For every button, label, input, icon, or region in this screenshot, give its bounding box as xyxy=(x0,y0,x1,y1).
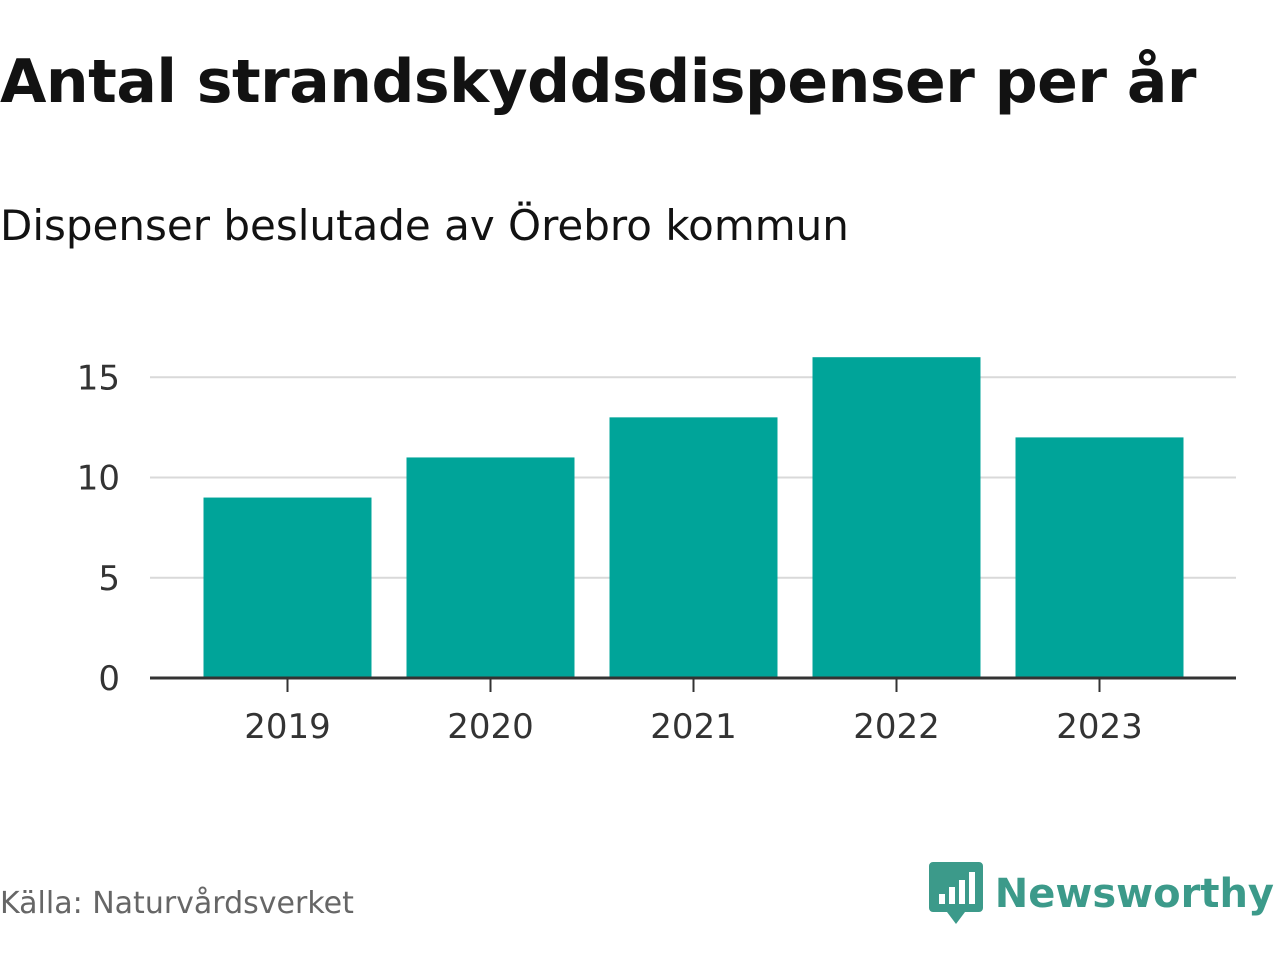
axes: 0 5 10 15 2019 2020 2021 2022 2023 xyxy=(77,358,1236,747)
bar-2023 xyxy=(1015,437,1184,678)
x-tick-label-2020: 2020 xyxy=(447,707,534,747)
bar-2019 xyxy=(203,497,372,678)
x-tick-label-2023: 2023 xyxy=(1056,707,1143,747)
bar-2021 xyxy=(609,417,778,678)
brand-logo: Newsworthy xyxy=(928,862,1274,926)
y-tick-label-0: 0 xyxy=(98,659,120,699)
x-tick-label-2022: 2022 xyxy=(853,707,940,747)
bars xyxy=(203,357,1184,678)
chart-subtitle: Dispenser beslutade av Örebro kommun xyxy=(0,201,849,250)
chart-title: Antal strandskyddsdispenser per år xyxy=(0,47,1196,117)
y-tick-label-15: 15 xyxy=(77,358,120,398)
x-tick-label-2021: 2021 xyxy=(650,707,737,747)
y-tick-label-5: 5 xyxy=(98,559,120,599)
bar-2022 xyxy=(812,357,981,678)
newsworthy-logo-icon xyxy=(928,862,983,924)
brand-name: Newsworthy xyxy=(994,871,1274,917)
source-note: Källa: Naturvårdsverket xyxy=(0,886,354,921)
x-tick-label-2019: 2019 xyxy=(244,707,331,747)
bar-chart: 0 5 10 15 2019 2020 2021 2022 2023 xyxy=(77,357,1236,747)
bar-2020 xyxy=(406,457,575,678)
y-tick-label-10: 10 xyxy=(77,459,120,499)
